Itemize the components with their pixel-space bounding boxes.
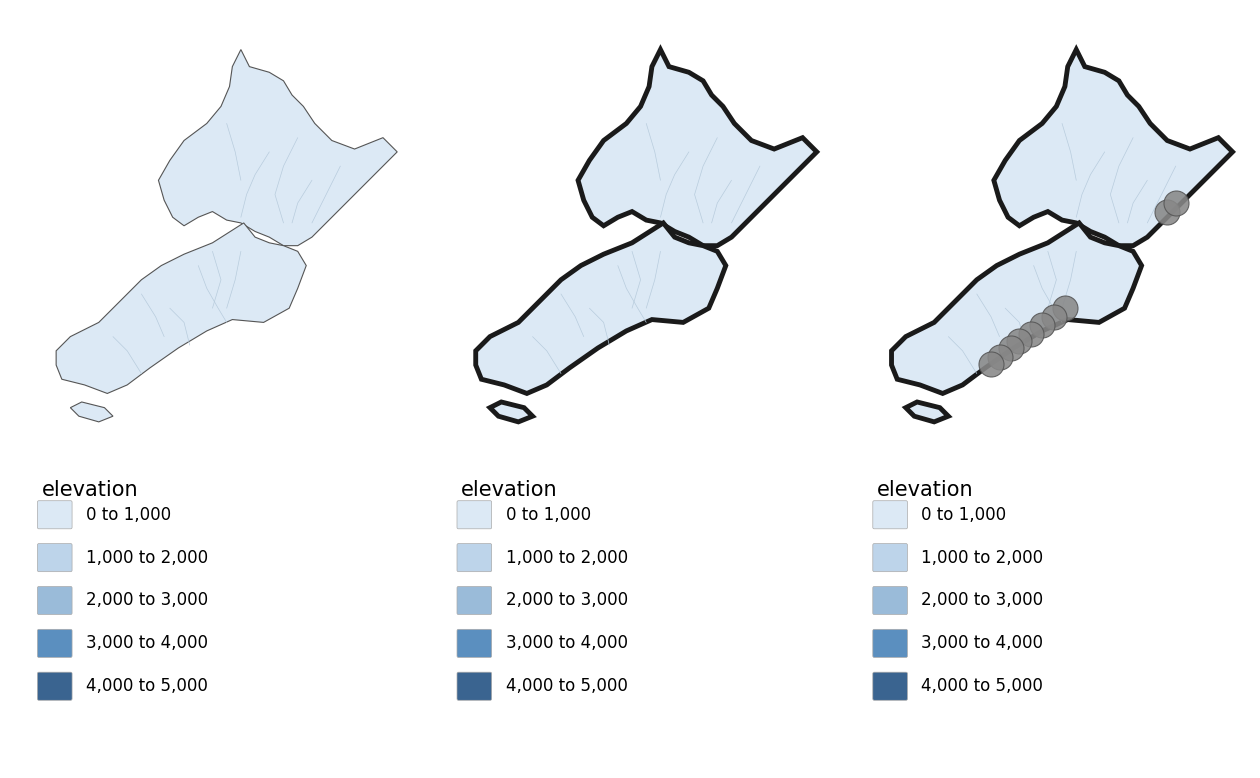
- Text: 0 to 1,000: 0 to 1,000: [86, 506, 171, 524]
- Polygon shape: [57, 223, 306, 394]
- Polygon shape: [490, 402, 533, 422]
- Text: 2,000 to 3,000: 2,000 to 3,000: [505, 591, 627, 609]
- Polygon shape: [906, 402, 949, 422]
- Text: 1,000 to 2,000: 1,000 to 2,000: [921, 548, 1043, 566]
- Polygon shape: [476, 223, 726, 394]
- Text: 0 to 1,000: 0 to 1,000: [921, 506, 1007, 524]
- FancyBboxPatch shape: [457, 672, 491, 700]
- Polygon shape: [578, 50, 816, 246]
- Text: 3,000 to 4,000: 3,000 to 4,000: [505, 634, 627, 653]
- FancyBboxPatch shape: [457, 501, 491, 529]
- Text: 0 to 1,000: 0 to 1,000: [505, 506, 591, 524]
- Text: 2,000 to 3,000: 2,000 to 3,000: [921, 591, 1043, 609]
- Text: 2,000 to 3,000: 2,000 to 3,000: [86, 591, 208, 609]
- Polygon shape: [892, 223, 1142, 394]
- FancyBboxPatch shape: [38, 587, 72, 615]
- Text: 3,000 to 4,000: 3,000 to 4,000: [86, 634, 208, 653]
- FancyBboxPatch shape: [38, 544, 72, 572]
- Text: 4,000 to 5,000: 4,000 to 5,000: [921, 677, 1043, 696]
- Text: 1,000 to 2,000: 1,000 to 2,000: [505, 548, 627, 566]
- FancyBboxPatch shape: [38, 629, 72, 657]
- Text: elevation: elevation: [42, 480, 139, 500]
- FancyBboxPatch shape: [457, 629, 491, 657]
- FancyBboxPatch shape: [38, 672, 72, 700]
- Polygon shape: [159, 50, 397, 246]
- Text: 4,000 to 5,000: 4,000 to 5,000: [505, 677, 627, 696]
- Text: 1,000 to 2,000: 1,000 to 2,000: [86, 548, 208, 566]
- FancyBboxPatch shape: [873, 501, 907, 529]
- FancyBboxPatch shape: [873, 629, 907, 657]
- FancyBboxPatch shape: [873, 544, 907, 572]
- Text: 4,000 to 5,000: 4,000 to 5,000: [86, 677, 208, 696]
- Text: 3,000 to 4,000: 3,000 to 4,000: [921, 634, 1043, 653]
- Text: elevation: elevation: [877, 480, 974, 500]
- FancyBboxPatch shape: [457, 587, 491, 615]
- FancyBboxPatch shape: [873, 587, 907, 615]
- FancyBboxPatch shape: [38, 501, 72, 529]
- Polygon shape: [71, 402, 113, 422]
- Polygon shape: [994, 50, 1232, 246]
- FancyBboxPatch shape: [457, 544, 491, 572]
- FancyBboxPatch shape: [873, 672, 907, 700]
- Text: elevation: elevation: [461, 480, 558, 500]
